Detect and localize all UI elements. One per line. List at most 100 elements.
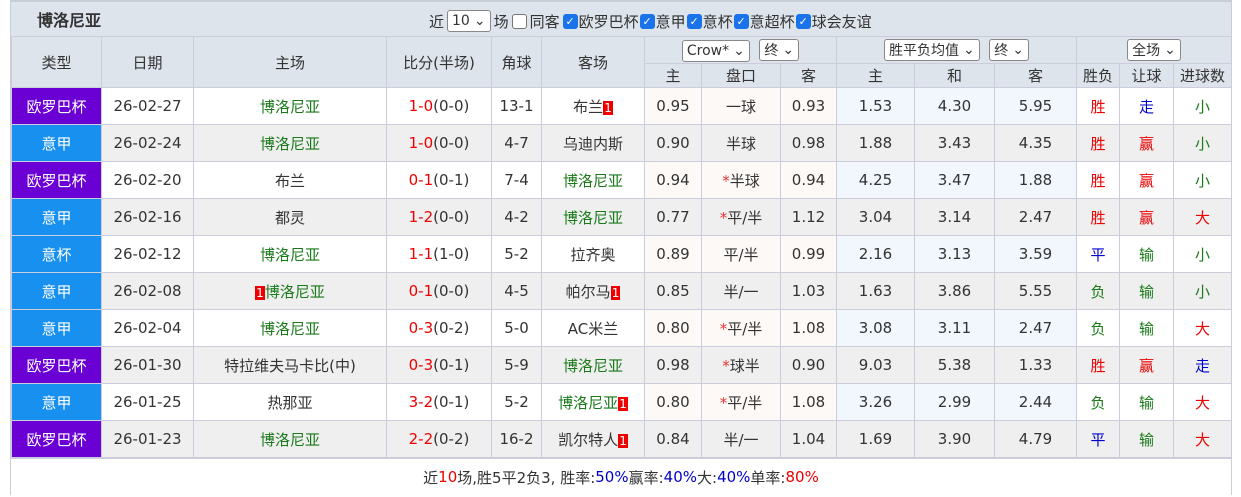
league-label: 意甲	[655, 12, 686, 31]
away-team[interactable]: 博洛尼亚	[541, 198, 645, 236]
handicap-rate: 40%	[663, 468, 698, 486]
col-home: 主场	[193, 36, 387, 88]
home-team[interactable]: 博洛尼亚	[193, 124, 387, 162]
ah-away-odds: 1.08	[780, 309, 837, 347]
away-team[interactable]: 拉齐奥	[541, 235, 645, 273]
score[interactable]: 1-0(0-0)	[386, 124, 492, 162]
match-count-value: 10	[452, 13, 470, 29]
ah-line: 半/一	[701, 272, 781, 310]
odd-rate: 80%	[785, 468, 819, 486]
eu-away-odds: 5.55	[994, 272, 1077, 310]
away-team[interactable]: 帕尔马1	[541, 272, 645, 310]
subheader: 胜负	[1076, 63, 1120, 88]
ah-away-odds: 1.12	[780, 198, 837, 236]
table-row: 欧罗巴杯 26-01-30 特拉维夫马卡比(中) 0-3(0-1) 5-9 博洛尼亚 0.9…	[11, 346, 1233, 384]
ah-line-value: 平/半	[727, 208, 763, 227]
ah-line: 半球	[701, 124, 781, 162]
filters: 近 10 ⌄ 场 同客 ✓ 欧罗巴杯 ✓ 意甲 ✓ 意杯 ✓ 意超杯 ✓ 球会友谊	[429, 10, 872, 32]
home-team[interactable]: 博洛尼亚	[193, 309, 387, 347]
home-team[interactable]: 都灵	[193, 198, 387, 236]
league-checkbox[interactable]: ✓	[795, 13, 811, 29]
score[interactable]: 0-1(0-1)	[386, 161, 492, 199]
eu-company-select[interactable]: 胜平负均值 ⌄	[883, 39, 980, 61]
summary-text: 单率:	[750, 468, 786, 487]
away-team[interactable]: 凯尔特人1	[541, 420, 645, 458]
away-team[interactable]: 博洛尼亚	[541, 161, 645, 199]
same-away-checkbox[interactable]	[511, 13, 527, 29]
league-label: 意超杯	[749, 12, 795, 31]
scope-select[interactable]: 全场 ⌄	[1127, 39, 1181, 61]
score[interactable]: 0-1(0-0)	[386, 272, 492, 310]
match-date: 26-02-04	[101, 309, 194, 347]
match-date: 26-02-27	[101, 87, 194, 125]
home-team[interactable]: 1博洛尼亚	[193, 272, 387, 310]
subheader: 客	[780, 63, 837, 88]
ah-home-odds: 0.89	[644, 235, 702, 273]
away-team[interactable]: 布兰1	[541, 87, 645, 125]
corners: 5-9	[491, 346, 542, 384]
table-row: 欧罗巴杯 26-02-20 布兰 0-1(0-1) 7-4 博洛尼亚 0.94 *半球 0.94…	[11, 161, 1233, 199]
home-team[interactable]: 布兰	[193, 161, 387, 199]
same-away-label: 同客	[529, 12, 560, 31]
home-team[interactable]: 特拉维夫马卡比(中)	[193, 346, 387, 384]
star-icon: *	[722, 356, 730, 375]
chevron-down-icon: ⌄	[1164, 42, 1176, 58]
match-type: 意甲	[11, 272, 102, 310]
handicap-result: 赢	[1119, 161, 1174, 199]
away-team[interactable]: 博洛尼亚	[541, 346, 645, 384]
score[interactable]: 3-2(0-1)	[386, 383, 492, 421]
away-team-name: 乌迪内斯	[562, 134, 623, 153]
ah-stage-select[interactable]: 终 ⌄	[759, 38, 800, 61]
match-date: 26-02-12	[101, 235, 194, 273]
home-team[interactable]: 博洛尼亚	[193, 235, 387, 273]
score[interactable]: 1-2(0-0)	[386, 198, 492, 236]
score[interactable]: 0-3(0-1)	[386, 346, 492, 384]
table-row: 意甲 26-02-24 博洛尼亚 1-0(0-0) 4-7 乌迪内斯 0.90 半球 0.98 1…	[11, 124, 1233, 162]
league-checkbox[interactable]: ✓	[686, 13, 702, 29]
table-row: 意甲 26-01-25 热那亚 3-2(0-1) 5-2 博洛尼亚1 0.80 *平/半 1.0…	[11, 383, 1233, 421]
league-checkbox[interactable]: ✓	[733, 13, 749, 29]
chevron-down-icon: ⌄	[733, 42, 745, 59]
league-checkbox[interactable]: ✓	[562, 13, 578, 29]
score[interactable]: 2-2(0-2)	[386, 420, 492, 458]
away-team[interactable]: AC米兰	[541, 309, 645, 347]
eu-away-odds: 4.35	[994, 124, 1077, 162]
eu-home-odds: 3.08	[836, 309, 915, 347]
match-count-select[interactable]: 10 ⌄	[447, 10, 491, 32]
subheader: 盘口	[701, 63, 781, 88]
league-checkbox[interactable]: ✓	[639, 13, 655, 29]
away-team[interactable]: 乌迪内斯	[541, 124, 645, 162]
result: 负	[1076, 272, 1120, 310]
eu-stage-select[interactable]: 终 ⌄	[989, 39, 1029, 61]
home-team-name: 博洛尼亚	[259, 97, 320, 116]
match-date: 26-02-16	[101, 198, 194, 236]
summary-count: 10	[438, 468, 458, 486]
home-team[interactable]: 热那亚	[193, 383, 387, 421]
ah-home-odds: 0.94	[644, 161, 702, 199]
full-time-score: 1-0	[408, 97, 434, 115]
ah-away-odds: 1.08	[780, 383, 837, 421]
ah-line: *平/半	[701, 309, 781, 347]
score[interactable]: 0-3(0-2)	[386, 309, 492, 347]
eu-home-odds: 3.26	[836, 383, 915, 421]
home-team[interactable]: 博洛尼亚	[193, 87, 387, 125]
subheader: 进球数	[1172, 63, 1233, 88]
handicap-result: 赢	[1119, 346, 1174, 384]
handicap-result: 走	[1119, 87, 1174, 125]
handicap-result: 输	[1119, 383, 1174, 421]
score[interactable]: 1-0(0-0)	[386, 87, 492, 125]
ah-selectors: Crow* ⌄ 终 ⌄	[644, 36, 837, 64]
score[interactable]: 1-1(1-0)	[386, 235, 492, 273]
corners: 5-2	[491, 235, 542, 273]
col-score: 比分(半场)	[386, 36, 492, 88]
match-type: 欧罗巴杯	[11, 420, 102, 458]
league-label: 欧罗巴杯	[578, 12, 639, 31]
result: 胜	[1076, 346, 1120, 384]
ah-company-select[interactable]: Crow* ⌄	[681, 39, 750, 62]
home-team-name: 都灵	[274, 208, 305, 227]
eu-home-odds: 2.16	[836, 235, 915, 273]
corners: 16-2	[491, 420, 542, 458]
eu-away-odds: 2.44	[994, 383, 1077, 421]
home-team[interactable]: 博洛尼亚	[193, 420, 387, 458]
away-team[interactable]: 博洛尼亚1	[541, 383, 645, 421]
